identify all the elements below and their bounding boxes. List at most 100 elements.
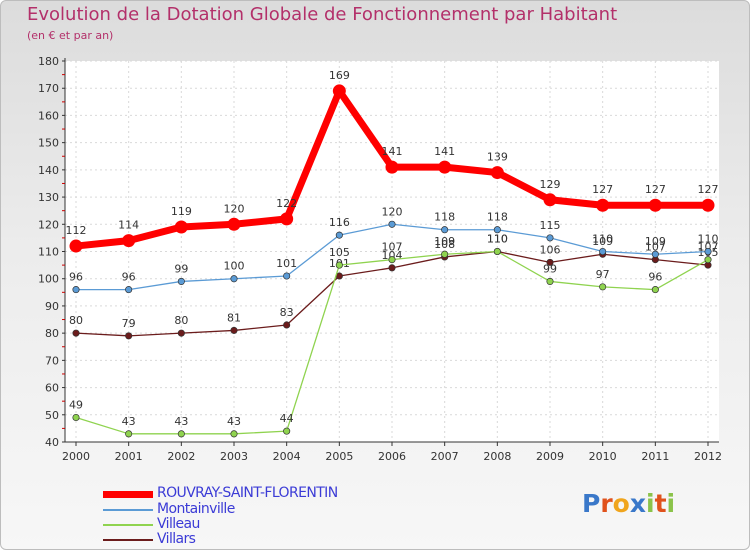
data-point-2 xyxy=(72,413,80,422)
data-label-0: 114 xyxy=(118,219,139,232)
data-label-1: 110 xyxy=(592,233,613,246)
data-point-0 xyxy=(174,220,188,234)
proxiti-logo: Proxiti xyxy=(582,489,675,518)
x-tick-label: 2006 xyxy=(378,450,406,463)
data-point-3 xyxy=(177,329,185,337)
data-point-0 xyxy=(596,198,610,212)
logo-letter: P xyxy=(582,489,601,518)
data-point-2 xyxy=(177,430,185,438)
chart-title: Evolution de la Dotation Globale de Fonc… xyxy=(27,4,618,25)
data-label-0: 122 xyxy=(276,197,297,210)
data-label-1: 118 xyxy=(487,211,508,224)
legend-swatch-rouvray xyxy=(103,491,153,498)
chart-subtitle: (en € et par an) xyxy=(27,29,114,42)
logo-letter: i xyxy=(646,489,655,518)
y-tick-label: 140 xyxy=(38,164,59,177)
data-label-0: 139 xyxy=(487,151,508,164)
data-point-1 xyxy=(72,286,80,294)
x-tick-label: 2008 xyxy=(483,450,511,463)
data-label-1: 101 xyxy=(276,257,297,270)
data-label-3: 80 xyxy=(69,314,83,327)
data-label-2: 99 xyxy=(543,262,557,275)
logo-letter: x xyxy=(629,489,646,518)
data-point-1 xyxy=(125,286,133,294)
data-point-2 xyxy=(335,261,343,269)
data-label-0: 120 xyxy=(224,202,245,215)
y-tick-label: 50 xyxy=(45,409,59,422)
data-label-0: 127 xyxy=(698,183,719,196)
data-label-2: 107 xyxy=(382,241,403,254)
data-point-0 xyxy=(385,160,399,174)
data-label-2: 43 xyxy=(122,415,136,428)
data-label-3: 108 xyxy=(434,238,455,251)
legend-label-villeau: Villeau xyxy=(157,516,200,532)
data-label-3: 106 xyxy=(540,243,561,256)
data-label-0: 169 xyxy=(329,69,350,82)
data-label-0: 127 xyxy=(592,183,613,196)
legend-label-montainville: Montainville xyxy=(157,501,235,517)
data-point-2 xyxy=(704,256,712,264)
data-label-1: 99 xyxy=(174,262,188,275)
data-point-2 xyxy=(651,286,659,294)
data-label-1: 110 xyxy=(698,233,719,246)
data-point-0 xyxy=(543,193,557,207)
data-label-1: 120 xyxy=(382,205,403,218)
data-label-2: 49 xyxy=(69,399,83,412)
x-tick-label: 2003 xyxy=(220,450,248,463)
data-point-0 xyxy=(490,166,504,180)
data-point-0 xyxy=(69,239,83,253)
data-label-3: 81 xyxy=(227,311,241,324)
data-point-1 xyxy=(283,272,291,280)
data-point-1 xyxy=(651,250,659,258)
data-label-2: 43 xyxy=(227,415,241,428)
data-label-2: 44 xyxy=(280,412,294,425)
legend-swatch-villeau xyxy=(103,524,153,526)
data-label-2: 105 xyxy=(329,246,350,259)
data-label-0: 112 xyxy=(66,224,87,237)
data-point-1 xyxy=(230,275,238,283)
y-tick-label: 180 xyxy=(38,55,59,68)
data-label-3: 109 xyxy=(592,235,613,248)
data-point-0 xyxy=(701,198,715,212)
data-point-3 xyxy=(72,329,80,337)
legend-label-rouvray: ROUVRAY-SAINT-FLORENTIN xyxy=(157,485,338,501)
data-label-2: 110 xyxy=(487,233,508,246)
data-point-2 xyxy=(283,427,291,435)
logo-letter: o xyxy=(612,489,630,518)
y-tick-label: 150 xyxy=(38,137,59,150)
data-point-2 xyxy=(546,277,554,285)
y-tick-label: 70 xyxy=(45,354,59,367)
x-tick-label: 2000 xyxy=(62,450,90,463)
data-label-3: 83 xyxy=(280,306,294,319)
data-label-1: 115 xyxy=(540,219,561,232)
x-tick-label: 2012 xyxy=(694,450,722,463)
x-tick-label: 2011 xyxy=(641,450,669,463)
data-label-0: 141 xyxy=(382,145,403,158)
logo-letter: r xyxy=(600,489,613,518)
data-label-1: 118 xyxy=(434,211,455,224)
data-label-1: 100 xyxy=(224,260,245,273)
data-point-2 xyxy=(493,247,501,256)
y-tick-label: 110 xyxy=(38,246,59,259)
data-point-0 xyxy=(332,84,346,98)
y-tick-label: 160 xyxy=(38,109,59,122)
x-tick-label: 2002 xyxy=(167,450,195,463)
data-point-0 xyxy=(648,198,662,212)
data-point-1 xyxy=(335,231,343,239)
data-label-2: 96 xyxy=(648,271,662,284)
data-point-1 xyxy=(493,226,501,234)
data-point-0 xyxy=(122,234,136,248)
data-label-1: 96 xyxy=(122,271,136,284)
data-label-1: 116 xyxy=(329,216,350,229)
data-label-0: 141 xyxy=(434,145,455,158)
data-point-3 xyxy=(125,332,133,340)
x-tick-label: 2010 xyxy=(589,450,617,463)
data-label-3: 110 xyxy=(487,233,508,246)
data-point-2 xyxy=(599,283,607,291)
x-tick-label: 2001 xyxy=(115,450,143,463)
data-label-0: 127 xyxy=(645,183,666,196)
data-point-2 xyxy=(388,256,396,264)
data-label-0: 129 xyxy=(540,178,561,191)
